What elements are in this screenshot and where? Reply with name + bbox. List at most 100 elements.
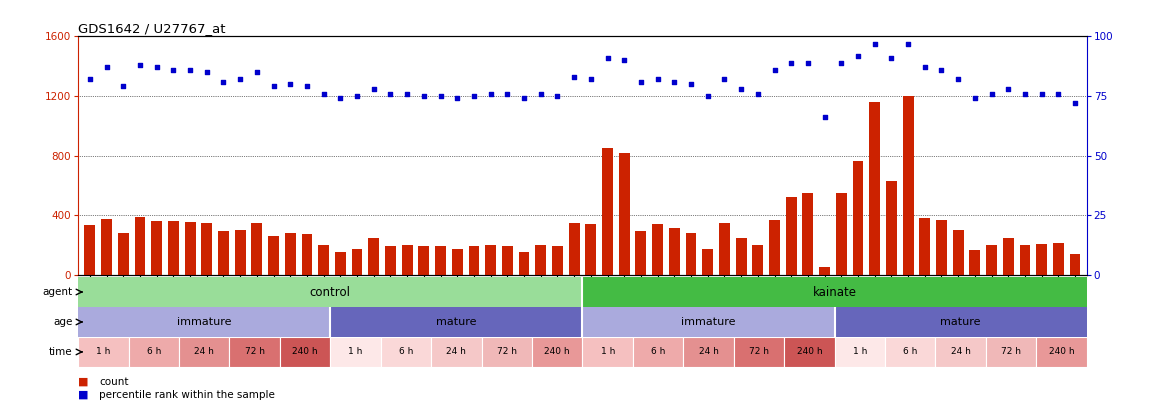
- Text: 24 h: 24 h: [951, 347, 971, 356]
- Bar: [835, 337, 886, 367]
- Text: ■: ■: [78, 390, 89, 400]
- Point: [582, 76, 600, 83]
- Bar: [385, 246, 396, 275]
- Point: [331, 95, 350, 102]
- Point: [949, 76, 967, 83]
- Point: [531, 90, 550, 97]
- Text: 240 h: 240 h: [544, 347, 570, 356]
- Bar: [201, 223, 213, 275]
- Bar: [719, 223, 730, 275]
- Text: 240 h: 240 h: [797, 347, 822, 356]
- Bar: [268, 236, 279, 275]
- Bar: [1003, 238, 1013, 275]
- Point: [899, 40, 918, 47]
- Point: [799, 60, 818, 66]
- Point: [114, 83, 132, 90]
- Bar: [401, 245, 413, 275]
- Bar: [1053, 243, 1064, 275]
- Point: [1049, 90, 1067, 97]
- Bar: [168, 221, 178, 275]
- Point: [181, 66, 199, 73]
- Bar: [886, 181, 897, 275]
- Point: [448, 95, 467, 102]
- Point: [482, 90, 500, 97]
- Point: [631, 79, 650, 85]
- Bar: [117, 233, 129, 275]
- Bar: [431, 337, 482, 367]
- Point: [698, 93, 716, 99]
- Bar: [532, 337, 583, 367]
- Bar: [419, 245, 429, 275]
- Bar: [368, 238, 380, 275]
- Text: control: control: [309, 286, 351, 298]
- Bar: [936, 220, 946, 275]
- Point: [398, 90, 416, 97]
- Bar: [736, 238, 746, 275]
- Bar: [552, 245, 562, 275]
- Bar: [482, 337, 532, 367]
- Text: 1 h: 1 h: [348, 347, 362, 356]
- Text: GDS1642 / U27767_at: GDS1642 / U27767_at: [78, 22, 225, 35]
- Bar: [803, 193, 813, 275]
- Bar: [703, 249, 713, 275]
- Point: [98, 64, 116, 70]
- Text: 72 h: 72 h: [245, 347, 264, 356]
- Bar: [485, 245, 496, 275]
- Text: mature: mature: [941, 317, 981, 327]
- Bar: [319, 245, 329, 275]
- Point: [264, 83, 283, 90]
- Point: [498, 90, 516, 97]
- Bar: [1036, 337, 1087, 367]
- Bar: [583, 307, 835, 337]
- Bar: [78, 307, 330, 337]
- Bar: [84, 226, 95, 275]
- Bar: [468, 245, 480, 275]
- Point: [1066, 100, 1084, 107]
- Bar: [279, 337, 330, 367]
- Text: 1 h: 1 h: [852, 347, 867, 356]
- Bar: [235, 230, 246, 275]
- Point: [782, 60, 800, 66]
- Text: ■: ■: [78, 377, 89, 386]
- Bar: [903, 96, 913, 275]
- Bar: [619, 153, 630, 275]
- Point: [281, 81, 299, 87]
- Bar: [435, 245, 446, 275]
- Text: 72 h: 72 h: [749, 347, 769, 356]
- Bar: [819, 267, 830, 275]
- Point: [682, 81, 700, 87]
- Bar: [852, 162, 864, 275]
- Bar: [603, 148, 613, 275]
- Text: 1 h: 1 h: [97, 347, 110, 356]
- Bar: [1036, 244, 1048, 275]
- Point: [198, 69, 216, 75]
- Text: agent: agent: [43, 287, 72, 297]
- Text: mature: mature: [436, 317, 476, 327]
- Text: 6 h: 6 h: [651, 347, 666, 356]
- Bar: [452, 249, 462, 275]
- Bar: [218, 231, 229, 275]
- Text: time: time: [48, 347, 72, 357]
- Point: [915, 64, 934, 70]
- Bar: [752, 245, 764, 275]
- Point: [933, 66, 951, 73]
- Point: [966, 95, 984, 102]
- Bar: [836, 193, 846, 275]
- Bar: [919, 218, 930, 275]
- Point: [347, 93, 366, 99]
- Point: [147, 64, 166, 70]
- Bar: [685, 233, 697, 275]
- Bar: [583, 337, 632, 367]
- Bar: [986, 337, 1036, 367]
- Bar: [179, 337, 230, 367]
- Point: [615, 57, 634, 64]
- Point: [749, 90, 767, 97]
- Point: [1033, 90, 1051, 97]
- Point: [382, 90, 400, 97]
- Text: immature: immature: [681, 317, 736, 327]
- Point: [131, 62, 150, 68]
- Point: [415, 93, 434, 99]
- Bar: [535, 245, 546, 275]
- Point: [314, 90, 332, 97]
- Bar: [78, 337, 129, 367]
